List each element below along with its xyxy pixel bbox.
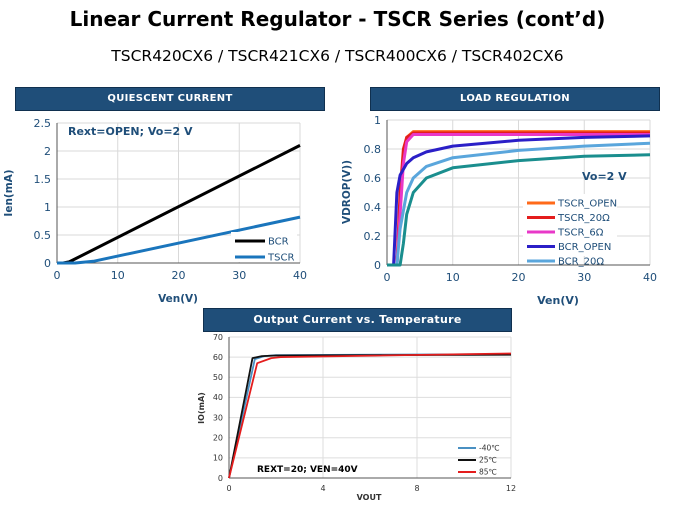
load-regulation-x-tick-label: 0 xyxy=(384,271,391,284)
output-current-y-tick-label: 50 xyxy=(213,373,223,382)
quiescent-legend-label: TSCR xyxy=(267,253,294,264)
quiescent-x-tick-label: 30 xyxy=(232,269,246,282)
load-regulation-y-tick-label: 0.8 xyxy=(364,143,382,156)
load-regulation-legend-label: BCR_OPEN xyxy=(558,242,611,253)
load-regulation-series-line-unnamed xyxy=(387,153,651,267)
quiescent-y-tick-label: 0.5 xyxy=(34,229,52,242)
quiescent-annotation: Rext=OPEN; Vo=2 V xyxy=(68,125,193,138)
load-regulation-y-tick-label: 0 xyxy=(374,259,381,272)
output-current-y-tick-label: 70 xyxy=(213,333,223,342)
load-regulation-y-tick-label: 1 xyxy=(374,114,381,127)
quiescent-y-axis-label: Ien(mA) xyxy=(3,169,15,216)
quiescent-chart: 0 0.5 1 1.5 2 2.5 0 10 20 30 40 Ven(V) Ien(mA) Rext=O… xyxy=(3,117,307,305)
quiescent-x-tick-label: 10 xyxy=(111,269,125,282)
quiescent-y-tick-label: 0 xyxy=(44,257,51,270)
quiescent-current-header: QUIESCENT CURRENT xyxy=(15,87,325,111)
load-regulation-y-axis-label: VDROP(V)) xyxy=(341,160,353,224)
output-current-y-tick-label: 10 xyxy=(213,454,223,463)
load-regulation-x-axis-label: Ven(V) xyxy=(537,294,579,307)
output-current-x-tick-label: 0 xyxy=(226,484,231,493)
output-current-x-tick-label: 12 xyxy=(506,484,516,493)
output-current-x-tick-label: 8 xyxy=(414,484,419,493)
output-current-annotation: REXT=20; VEN=40V xyxy=(257,465,358,475)
output-current-chart: 0 10 20 30 40 50 60 70 0 4 8 12 VOUT IO(mA) REXT=20; V… xyxy=(197,333,516,502)
quiescent-x-tick-label: 0 xyxy=(54,269,61,282)
output-current-legend-label: 25℃ xyxy=(479,456,497,465)
load-regulation-legend-label: TSCR_20Ω xyxy=(557,213,610,224)
output-current-x-tick-label: 4 xyxy=(320,484,325,493)
quiescent-x-axis-label: Ven(V) xyxy=(158,293,198,305)
page-subtitle: TSCR420CX6 / TSCR421CX6 / TSCR400CX6 / T… xyxy=(111,47,564,65)
load-regulation-legend-label: TSCR_OPEN xyxy=(557,199,617,210)
quiescent-x-tick-label: 20 xyxy=(172,269,186,282)
page-title: Linear Current Regulator - TSCR Series (… xyxy=(69,7,606,31)
load-regulation-series-line-bcr-20- xyxy=(387,141,651,267)
output-current-x-axis-label: VOUT xyxy=(357,493,382,502)
load-regulation-y-tick-label: 0.2 xyxy=(364,230,382,243)
output-current-legend-label: 85℃ xyxy=(479,468,497,477)
output-current-y-tick-label: 40 xyxy=(213,393,223,402)
load-regulation-x-tick-label: 40 xyxy=(643,271,657,284)
load-regulation-annotation: Vo=2 V xyxy=(582,170,627,183)
load-regulation-y-tick-label: 0.6 xyxy=(364,172,382,185)
load-regulation-header: LOAD REGULATION xyxy=(370,87,660,111)
load-regulation-y-tick-label: 0.4 xyxy=(364,201,382,214)
load-regulation-x-tick-label: 20 xyxy=(512,271,526,284)
output-current-y-tick-label: 20 xyxy=(213,434,223,443)
quiescent-y-tick-label: 2 xyxy=(44,145,51,158)
quiescent-series-line-tscr xyxy=(57,215,301,265)
quiescent-x-tick-label: 40 xyxy=(293,269,307,282)
load-regulation-legend-label: TSCR_6Ω xyxy=(557,228,604,239)
quiescent-legend-label: BCR xyxy=(268,237,289,248)
load-regulation-x-tick-label: 10 xyxy=(446,271,460,284)
output-current-y-axis-label: IO(mA) xyxy=(197,392,206,424)
output-current-y-tick-label: 60 xyxy=(213,353,223,362)
output-current-header: Output Current vs. Temperature xyxy=(203,308,512,332)
output-current-series-line-85- xyxy=(228,352,512,479)
quiescent-y-tick-label: 2.5 xyxy=(34,117,52,130)
quiescent-y-tick-label: 1.5 xyxy=(34,173,52,186)
load-regulation-series-line-bcr-open xyxy=(387,134,651,267)
output-current-y-tick-label: 30 xyxy=(213,413,223,422)
load-regulation-legend-label: BCR_20Ω xyxy=(558,257,604,268)
quiescent-y-tick-label: 1 xyxy=(44,201,51,214)
output-current-y-tick-label: 0 xyxy=(218,474,223,483)
output-current-legend-label: -40℃ xyxy=(479,444,500,453)
load-regulation-x-tick-label: 30 xyxy=(577,271,591,284)
